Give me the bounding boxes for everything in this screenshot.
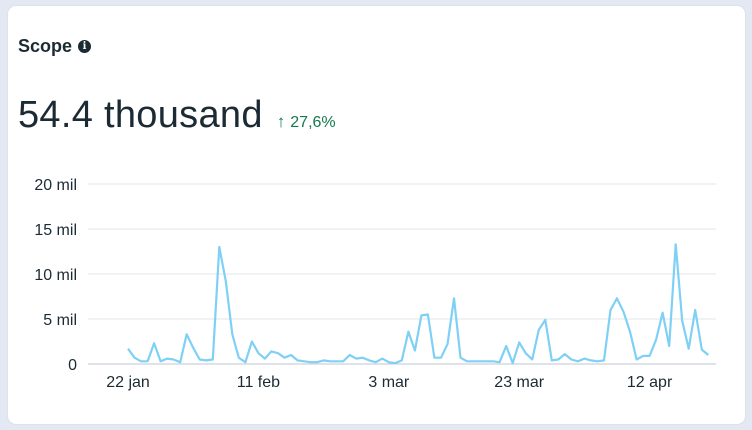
y-tick-label: 0 [68, 357, 77, 374]
card-header: Scope i [18, 36, 92, 57]
info-icon[interactable]: i [78, 40, 92, 53]
series-layer [127, 243, 710, 365]
x-axis-labels: 22 jan 11 feb 3 mar 23 mar 12 apr [106, 374, 673, 391]
card-title: Scope [18, 36, 73, 56]
y-tick-label: 10 mil [34, 267, 77, 284]
x-tick-label: 11 feb [237, 374, 280, 391]
x-tick-label: 12 apr [627, 374, 673, 391]
y-tick-label: 5 mil [43, 312, 77, 329]
series-line-0[interactable] [127, 243, 710, 365]
x-tick-label: 23 mar [494, 374, 544, 391]
delta-text: 27,6% [290, 114, 336, 131]
arrow-up-icon: ↑ [276, 112, 286, 131]
y-tick-label: 20 mil [34, 177, 77, 194]
metric-summary: 54.4 thousand ↑ 27,6% [18, 94, 336, 137]
metric-value: 54.4 thousand [18, 94, 263, 136]
x-tick-label: 22 jan [106, 374, 150, 391]
y-tick-label: 15 mil [34, 222, 77, 239]
y-axis-labels: 0 5 mil 10 mil 15 mil 20 mil [34, 177, 77, 374]
delta-badge: ↑ 27,6% [277, 112, 336, 132]
x-tick-label: 3 mar [368, 374, 410, 391]
grid-layer [88, 183, 716, 365]
